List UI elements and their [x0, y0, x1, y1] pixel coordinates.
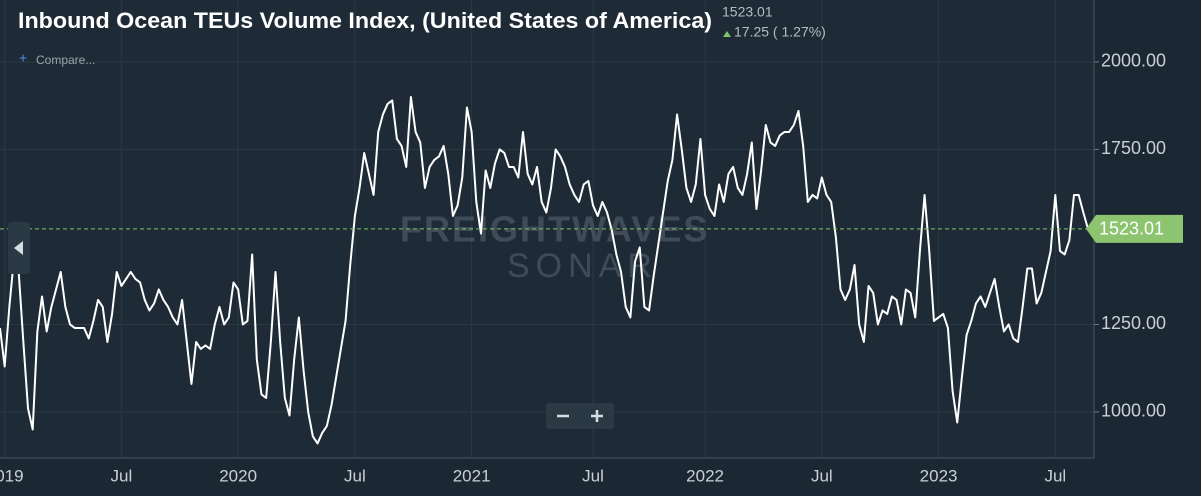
y-tick-label: 1750.00 [1101, 138, 1166, 158]
y-tick-label: 1250.00 [1101, 313, 1166, 333]
compare-button[interactable]: Compare... [36, 53, 95, 67]
x-tick-label: Jul [582, 466, 604, 485]
x-tick-label: 2019 [0, 466, 24, 485]
x-tick-label: 2020 [219, 466, 257, 485]
scroll-arrow [14, 241, 23, 255]
last-price: 1523.01 [722, 4, 773, 20]
zoom-controls [546, 403, 614, 429]
last-value-tag [1086, 214, 1183, 243]
price-change: 17.25 ( 1.27%) [734, 24, 826, 40]
x-tick-label: Jul [811, 466, 833, 485]
up-arrow [723, 31, 731, 37]
y-tick-label: 1000.00 [1101, 401, 1166, 421]
y-tick-label: 2000.00 [1101, 51, 1166, 71]
chart-title: Inbound Ocean TEUs Volume Index, (United… [18, 8, 712, 33]
plot [0, 95, 1094, 445]
watermark: SONAR [507, 247, 658, 285]
compare-icon[interactable]: + [19, 50, 27, 66]
data-line [0, 95, 1089, 445]
x-tick-label: Jul [111, 466, 133, 485]
x-tick-label: Jul [1044, 466, 1066, 485]
x-tick-label: 2023 [920, 466, 958, 485]
x-tick-label: Jul [344, 466, 366, 485]
x-tick-label: 2022 [686, 466, 724, 485]
x-tick-label: 2021 [453, 466, 491, 485]
last-value-label: 1523.01 [1099, 219, 1164, 239]
